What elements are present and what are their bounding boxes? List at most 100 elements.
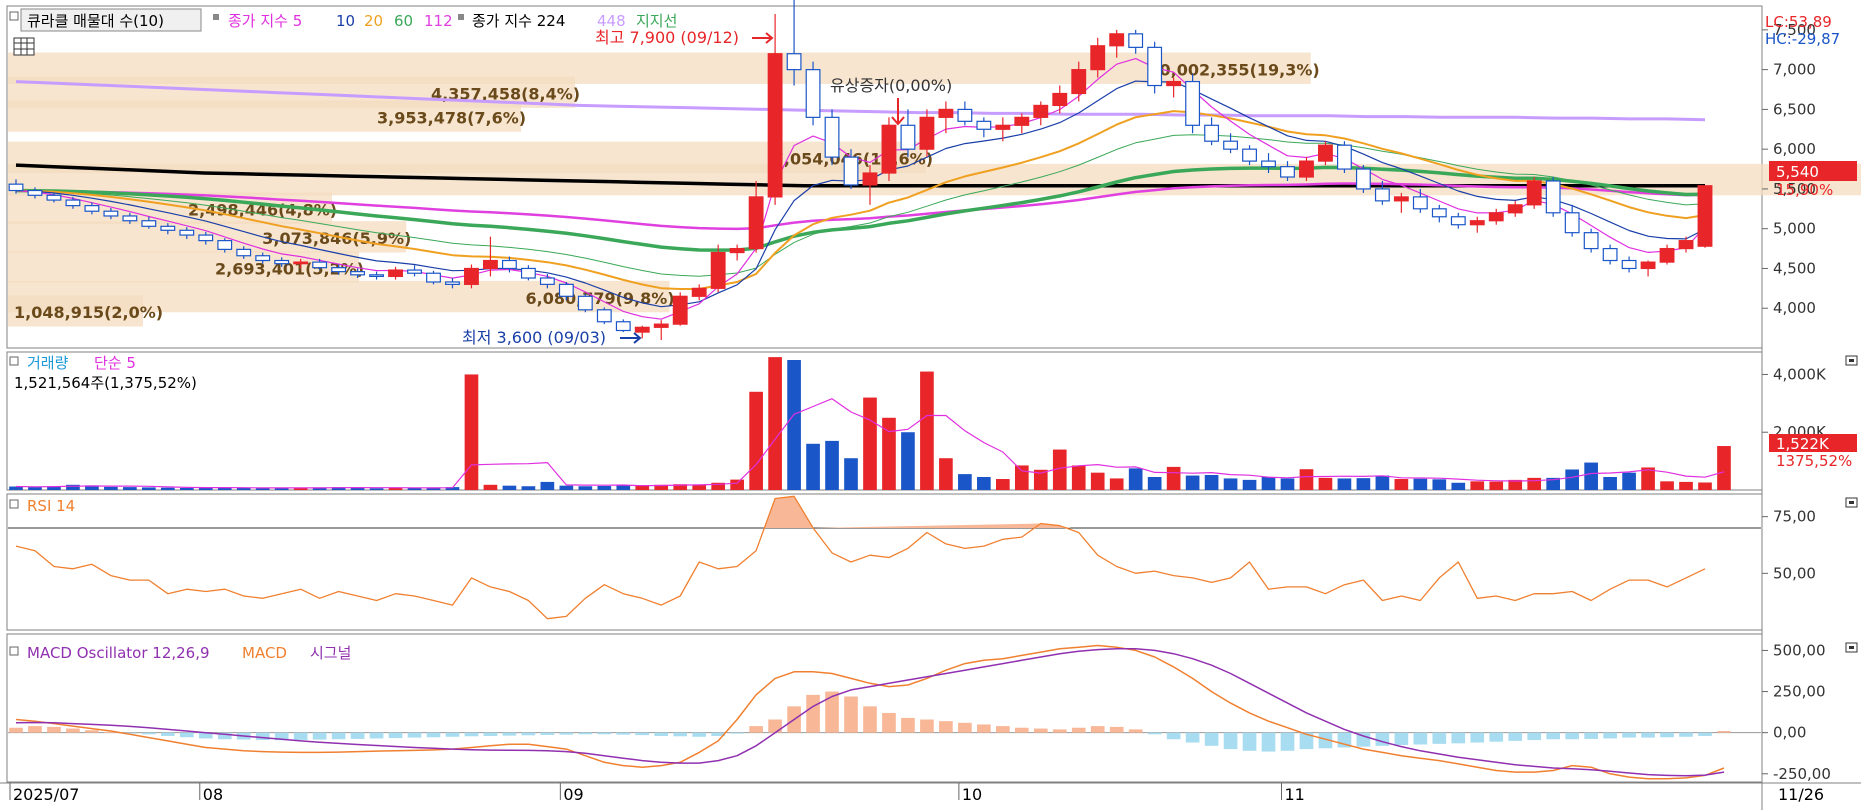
signal-line xyxy=(15,648,1725,777)
macd-oscillator-bar xyxy=(749,726,763,733)
candle-body xyxy=(767,53,783,198)
volume-bar xyxy=(1052,449,1067,490)
ma5-line xyxy=(15,58,1706,320)
candle-body xyxy=(46,194,62,201)
candle-body xyxy=(881,124,897,174)
volume-bars-layer xyxy=(9,357,1731,490)
current-price-badge xyxy=(1769,161,1857,181)
price-tick-label: 7,500 xyxy=(1773,21,1816,39)
volume-bar xyxy=(255,488,270,490)
volume-tick-label: 4,000K xyxy=(1773,365,1827,383)
volume-bar xyxy=(1679,481,1693,490)
ma10-label: 10 xyxy=(336,12,355,30)
volume-bar xyxy=(863,397,877,490)
macd-oscillator-bar xyxy=(464,732,479,737)
volume-bar xyxy=(692,484,707,490)
volume-bar xyxy=(1261,477,1276,490)
macd-oscillator-bar xyxy=(995,726,1010,733)
candle-body xyxy=(824,116,840,158)
macd-oscillator-bar xyxy=(407,732,422,738)
close-volume-panel-icon[interactable] xyxy=(1845,355,1858,366)
candle-body xyxy=(900,124,916,150)
ma-thin-green-line xyxy=(15,134,1706,277)
candle-body xyxy=(691,287,707,297)
legend-square-icon[interactable] xyxy=(9,646,19,656)
volume-profile-label: 1,048,915(2,0%) xyxy=(14,303,163,322)
candle-body xyxy=(236,248,252,257)
macd-oscillator-bar xyxy=(616,732,631,735)
ma60-label: 60 xyxy=(394,12,413,30)
legend-square-icon[interactable] xyxy=(9,356,19,366)
macd-oscillator-bar xyxy=(521,732,536,736)
price-tick-label: 7,000 xyxy=(1773,61,1816,79)
macd-oscillator-bar xyxy=(445,732,460,737)
current-volume-pct: 1375,52% xyxy=(1776,452,1852,470)
table-icon[interactable] xyxy=(13,37,35,56)
rights-offering-note: 유상증자(0,00%) xyxy=(830,76,952,95)
current-volume: 1,522K xyxy=(1776,435,1830,453)
macd-oscillator-bar xyxy=(255,732,270,741)
volume-bar xyxy=(388,487,403,490)
ma448-line xyxy=(15,80,1706,122)
candle-body xyxy=(520,267,536,279)
volume-info: 1,521,564주(1,375,52%) xyxy=(14,374,197,392)
ma224-label: 종가 지수 224 xyxy=(472,12,565,30)
candle-body xyxy=(748,196,764,250)
volume-bar xyxy=(730,479,744,490)
candle-body xyxy=(1564,212,1580,234)
candle-body xyxy=(1412,196,1428,210)
volume-bar xyxy=(85,485,99,490)
event-arrow-icon xyxy=(891,98,905,126)
macd-oscillator-bar xyxy=(1128,729,1143,733)
candle-body xyxy=(1640,261,1656,270)
volume-bar xyxy=(1166,466,1181,490)
x-tick-label: 2025/07 xyxy=(13,785,79,804)
close-rsi-panel-icon[interactable] xyxy=(1845,497,1858,508)
volume-bar xyxy=(806,443,820,490)
volume-bar xyxy=(1128,468,1143,490)
macd-oscillator-bar xyxy=(160,732,175,736)
indicator-label-box[interactable] xyxy=(20,8,202,32)
candle-body xyxy=(274,259,290,265)
candle-body xyxy=(1374,188,1390,202)
ma112-line xyxy=(15,182,1706,231)
candle-body xyxy=(1185,80,1201,126)
macd-oscillator-bar xyxy=(1527,732,1542,741)
candle-body xyxy=(539,277,555,285)
volume-bar xyxy=(901,432,915,490)
candle-body xyxy=(445,281,460,285)
volume-bar xyxy=(331,487,346,490)
volume-bar xyxy=(217,487,232,490)
volume-bar xyxy=(369,488,384,490)
close-macd-panel-icon[interactable] xyxy=(1845,642,1858,653)
candle-body xyxy=(577,295,593,311)
volume-ma-label: 단순 5 xyxy=(94,354,136,372)
volume-bar xyxy=(1546,477,1561,490)
volume-bar xyxy=(1242,479,1257,490)
macd-oscillator-bar xyxy=(597,732,612,735)
volume-bar xyxy=(711,482,726,490)
candle-body xyxy=(293,261,309,265)
macd-oscillator-bar xyxy=(1622,732,1636,738)
macd-oscillator-bar xyxy=(1546,732,1561,740)
volume-bar xyxy=(1489,481,1504,490)
volume-bar xyxy=(1071,465,1086,490)
volume-bar xyxy=(1280,478,1295,490)
volume-bar xyxy=(445,487,460,490)
candle-body xyxy=(843,156,859,186)
candle-body xyxy=(1052,92,1068,107)
macd-oscillator-bar xyxy=(85,730,99,733)
price-tick-label: 4,000 xyxy=(1773,299,1816,317)
candle-body xyxy=(1659,247,1675,263)
volume-ma-line xyxy=(15,398,1725,489)
macd-oscillator-bar xyxy=(1185,732,1200,743)
lc-readout: LC:53,89 xyxy=(1765,13,1832,31)
volume-bar xyxy=(977,477,991,490)
candle-body xyxy=(957,108,973,122)
candle-body xyxy=(976,120,992,130)
volume-bar xyxy=(1318,477,1333,490)
legend-square-icon[interactable] xyxy=(9,11,19,21)
legend-square-icon[interactable] xyxy=(9,499,19,509)
macd-oscillator-bar xyxy=(142,732,156,735)
